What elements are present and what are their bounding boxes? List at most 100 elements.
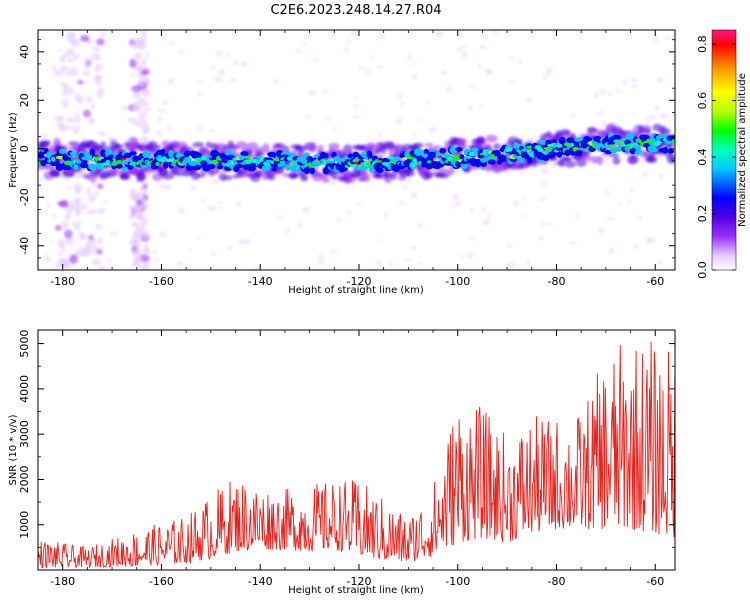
heatmap-cell (120, 158, 124, 161)
heatmap-cell (92, 46, 101, 53)
heatmap-cell (604, 190, 610, 195)
heatmap-cell (89, 148, 96, 157)
colorbar-label: Normalized spectral amplitude (737, 73, 748, 227)
heatmap-cell (564, 151, 571, 157)
heatmap-cell (196, 81, 204, 84)
heatmap-cell (95, 63, 104, 69)
heatmap-cell (295, 48, 302, 53)
heatmap-cell (71, 221, 82, 227)
heatmap-cell (304, 114, 312, 119)
heatmap-cell (137, 194, 145, 200)
heatmap-cell (44, 256, 52, 262)
heatmap-cell (110, 231, 119, 236)
heatmap-cell (374, 267, 382, 270)
heatmap-cell (546, 67, 553, 73)
heatmap-cell (164, 184, 172, 191)
heatmap-cell (142, 69, 150, 76)
heatmap-cell (469, 86, 477, 89)
heatmap-cell (138, 113, 144, 119)
heatmap-cell (406, 178, 412, 184)
heatmap-cell (257, 146, 265, 154)
heatmap-cell (543, 76, 548, 80)
x-tick-label: -60 (646, 575, 664, 588)
heatmap-cell (85, 96, 93, 103)
heatmap-cell (564, 130, 572, 138)
snr-frame (37, 329, 676, 571)
heatmap-cell (481, 207, 487, 212)
heatmap-cell (94, 67, 101, 73)
heatmap-cell (106, 258, 111, 265)
heatmap-cell (580, 154, 593, 162)
heatmap-cell (545, 147, 552, 151)
heatmap-cell (208, 163, 216, 170)
heatmap-cell (662, 146, 669, 154)
heatmap-cell (141, 224, 146, 229)
heatmap-cell (446, 167, 455, 175)
y-tick-label: -20 (18, 188, 31, 206)
y-tick-label: 0 (18, 145, 31, 152)
heatmap-cell (176, 261, 185, 267)
heatmap-cell (507, 80, 515, 84)
heatmap-cell (285, 164, 291, 171)
colorbar: 0.0 0.2 0.4 0.6 0.8 Normalized spectral ampl… (696, 29, 748, 279)
heatmap-cell (79, 34, 90, 42)
heatmap-cell (212, 178, 220, 185)
heatmap-cell (462, 52, 467, 57)
heatmap-cell (586, 127, 598, 135)
heatmap-cell (566, 137, 575, 143)
heatmap-cell (129, 58, 137, 68)
heatmap-cell (67, 57, 74, 63)
heatmap-cell (416, 118, 423, 122)
heatmap-cell (611, 144, 617, 148)
heatmap-cell (201, 155, 206, 161)
heatmap-cell (59, 199, 69, 209)
heatmap-cell (86, 186, 92, 196)
heatmap-cell (469, 237, 476, 241)
heatmap-cell (58, 115, 65, 122)
colorbar-tick-label: 0.4 (696, 148, 709, 166)
heatmap-cell (96, 183, 104, 190)
heatmap-cell (346, 38, 351, 44)
y-tick-label: 40 (18, 45, 31, 59)
heatmap-cell (352, 115, 359, 119)
heatmap-cell (296, 222, 302, 228)
heatmap-cell (141, 30, 147, 38)
heatmap-cell (526, 260, 530, 265)
heatmap-cell (76, 125, 81, 133)
heatmap-cell (322, 176, 330, 184)
heatmap-cell (132, 231, 139, 241)
heatmap-cell (631, 84, 639, 89)
heatmap-cell (384, 212, 388, 218)
colorbar-tick-label: 0.8 (696, 35, 709, 53)
heatmap-cell (600, 89, 606, 95)
heatmap-cell (156, 116, 163, 122)
heatmap-cell (100, 149, 107, 157)
heatmap-cell (96, 207, 106, 214)
heatmap-cell (597, 227, 604, 234)
heatmap-cell (569, 240, 577, 245)
heatmap-cell (69, 254, 78, 264)
heatmap-cell (267, 151, 276, 158)
heatmap-cell (211, 250, 216, 257)
heatmap-cell (664, 36, 672, 40)
heatmap-cell (597, 155, 604, 166)
heatmap-cell (456, 137, 468, 145)
heatmap-cell (669, 155, 675, 164)
heatmap-cell (52, 169, 62, 178)
x-tick-label: -180 (50, 275, 75, 288)
heatmap-cell (435, 31, 443, 38)
heatmap-cell (130, 42, 139, 50)
heatmap-cell (138, 66, 144, 77)
heatmap-cell (44, 251, 48, 257)
heatmap-cell (301, 207, 310, 213)
heatmap-cell (402, 184, 409, 190)
spectrogram-band (38, 131, 675, 175)
heatmap-cell (656, 76, 664, 83)
heatmap-cell (308, 90, 317, 96)
heatmap-cell (96, 38, 105, 46)
heatmap-cell (530, 165, 534, 172)
heatmap-cell (152, 249, 157, 255)
x-tick-label: -80 (548, 575, 566, 588)
heatmap-cell (404, 258, 412, 262)
heatmap-cell (217, 201, 223, 205)
